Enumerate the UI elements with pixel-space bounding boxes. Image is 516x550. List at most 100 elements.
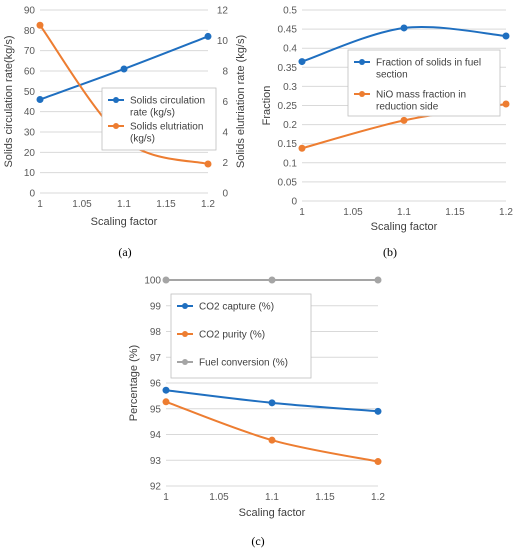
data-point-2-2-3 (502, 100, 510, 108)
legend-entry: Fuel conversion (%) (199, 358, 288, 369)
y-tick-label: 0.15 (278, 139, 298, 150)
x-tick-label: 1.05 (343, 207, 363, 218)
x-tick-label: 1.1 (265, 492, 279, 503)
legend-entry: CO2 purity (%) (199, 330, 265, 341)
data-point-1-1-3 (204, 32, 212, 40)
y-tick-label: 80 (24, 26, 36, 37)
x-tick-label: 1.05 (72, 199, 92, 210)
x-tick-label: 1 (299, 207, 305, 218)
panel-caption: (c) (251, 534, 264, 548)
data-point-2-1-2 (400, 24, 408, 32)
y2-tick-label: 0 (222, 189, 228, 200)
x-tick-label: 1.15 (156, 199, 176, 210)
x-axis-title: Scaling factor (371, 221, 438, 233)
y-tick-label: 0 (29, 189, 35, 200)
y-tick-label: 20 (24, 148, 36, 159)
data-point-2-2-2 (400, 116, 408, 124)
x-tick-label: 1 (37, 199, 43, 210)
x-tick-label: 1.1 (397, 207, 411, 218)
legend-entry-line: reduction side (376, 102, 439, 113)
y2-tick-label: 10 (217, 36, 229, 47)
y-axis-title: Fraction (261, 86, 273, 126)
legend-marker (182, 303, 188, 309)
data-point-3-2-2 (268, 436, 276, 444)
y-tick-label: 10 (24, 168, 36, 179)
x-tick-label: 1.2 (371, 492, 385, 503)
data-point-3-1-2 (268, 399, 276, 407)
x-tick-label: 1.2 (201, 199, 215, 210)
x-tick-label: 1.05 (209, 492, 229, 503)
y-tick-label: 70 (24, 46, 36, 57)
x-axis-title: Scaling factor (239, 507, 306, 519)
x-tick-label: 1.15 (445, 207, 465, 218)
y-tick-label: 40 (24, 107, 36, 118)
y2-tick-label: 12 (217, 6, 229, 17)
data-point-3-1-3 (374, 407, 382, 415)
y2-axis-title: Solids elutriation rate (kg/s) (235, 35, 247, 168)
data-point-1-1-2 (120, 65, 128, 73)
legend-entry: Solids elutriation (kg/s) (130, 122, 203, 145)
y-tick-label: 0.4 (283, 44, 297, 55)
legend-entry-line: rate (kg/s) (130, 108, 175, 119)
legend-entry: Solids circulation rate (kg/s) (130, 96, 205, 119)
y-tick-label: 97 (150, 353, 162, 364)
y-tick-label: 0.35 (278, 63, 298, 74)
y-tick-label: 99 (150, 301, 162, 312)
legend-entry: Fraction of solids in fuel section (376, 58, 481, 81)
legend-box (101, 87, 217, 151)
legend-box (170, 293, 312, 379)
series-line-3-2 (165, 400, 379, 463)
legend-entry-line: (kg/s) (130, 134, 155, 145)
y-tick-label: 0 (291, 197, 297, 208)
legend-marker (359, 59, 365, 65)
y-tick-label: 95 (150, 404, 162, 415)
data-point-1-2-3 (204, 160, 212, 168)
y-tick-label: 100 (144, 276, 161, 287)
panel-caption: (b) (383, 245, 397, 259)
y-tick-label: 90 (24, 6, 36, 17)
legend-entry-line: Solids circulation (130, 96, 205, 107)
y-tick-label: 0.3 (283, 82, 297, 93)
y2-tick-label: 2 (222, 158, 228, 169)
legend-marker (182, 359, 188, 365)
y2-tick-label: 8 (222, 67, 228, 78)
y-axis-title: Percentage (%) (128, 345, 140, 421)
data-point-3-3-1 (162, 276, 170, 284)
y-tick-label: 0.05 (278, 177, 298, 188)
legend-entry-line: section (376, 70, 408, 81)
data-point-2-1-3 (502, 32, 510, 40)
legend-marker (359, 91, 365, 97)
legend-box (347, 49, 501, 117)
y-axis-title: Solids circulation rate(kg/s) (3, 35, 15, 167)
legend-marker (113, 97, 119, 103)
y-tick-label: 30 (24, 128, 36, 139)
panel-caption: (a) (118, 245, 131, 259)
y-tick-label: 0.5 (283, 6, 297, 17)
data-point-3-3-2 (268, 276, 276, 284)
x-tick-label: 1.2 (499, 207, 513, 218)
y-tick-label: 50 (24, 87, 36, 98)
x-tick-label: 1.1 (117, 199, 131, 210)
legend-entry-line: NiO mass fraction in (376, 90, 466, 101)
data-point-1-2-1 (36, 21, 44, 29)
y-tick-label: 93 (150, 456, 162, 467)
y-tick-label: 0.2 (283, 120, 297, 131)
y-tick-label: 0.1 (283, 158, 297, 169)
x-axis-title: Scaling factor (91, 216, 158, 228)
y2-tick-label: 6 (222, 97, 228, 108)
legend-entry-line: Solids elutriation (130, 122, 203, 133)
data-point-2-1-1 (298, 58, 306, 66)
y2-tick-label: 4 (222, 128, 228, 139)
y-tick-label: 0.25 (278, 101, 298, 112)
legend-entry-line: Fraction of solids in fuel (376, 58, 481, 69)
data-point-3-1-1 (162, 386, 170, 394)
x-tick-label: 1.15 (315, 492, 335, 503)
y-tick-label: 98 (150, 327, 162, 338)
legend-marker (113, 123, 119, 129)
y-tick-label: 60 (24, 67, 36, 78)
legend-entry: CO2 capture (%) (199, 302, 274, 313)
y-tick-label: 92 (150, 482, 162, 493)
data-point-3-3-3 (374, 276, 382, 284)
x-tick-label: 1 (163, 492, 169, 503)
